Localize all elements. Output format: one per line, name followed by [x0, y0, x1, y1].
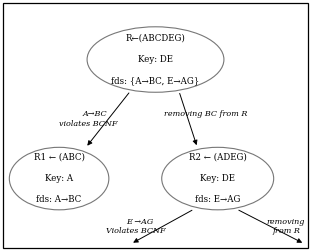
Text: Key: DE: Key: DE: [138, 55, 173, 64]
Ellipse shape: [162, 147, 274, 210]
Text: R2 ← (ADEG): R2 ← (ADEG): [189, 153, 247, 162]
FancyBboxPatch shape: [3, 2, 308, 248]
Text: A→BC: A→BC: [82, 110, 107, 118]
Text: fds: E→AG: fds: E→AG: [195, 196, 240, 204]
Ellipse shape: [9, 147, 109, 210]
Text: fds: A→BC: fds: A→BC: [36, 196, 82, 204]
Text: removing: removing: [267, 218, 305, 226]
Text: removing BC from R: removing BC from R: [164, 110, 247, 118]
Text: from R: from R: [272, 227, 300, 235]
Text: R1 ← (ABC): R1 ← (ABC): [34, 153, 85, 162]
Text: Violates BCNF: Violates BCNF: [105, 227, 165, 235]
Ellipse shape: [87, 27, 224, 92]
Text: R←(ABCDEG): R←(ABCDEG): [126, 34, 185, 42]
Text: E →AG: E →AG: [126, 218, 154, 226]
Text: fds: {A→BC, E→AG}: fds: {A→BC, E→AG}: [111, 76, 200, 86]
Text: Key: A: Key: A: [45, 174, 73, 183]
Text: violates BCNF: violates BCNF: [59, 120, 118, 128]
Text: Key: DE: Key: DE: [200, 174, 235, 183]
